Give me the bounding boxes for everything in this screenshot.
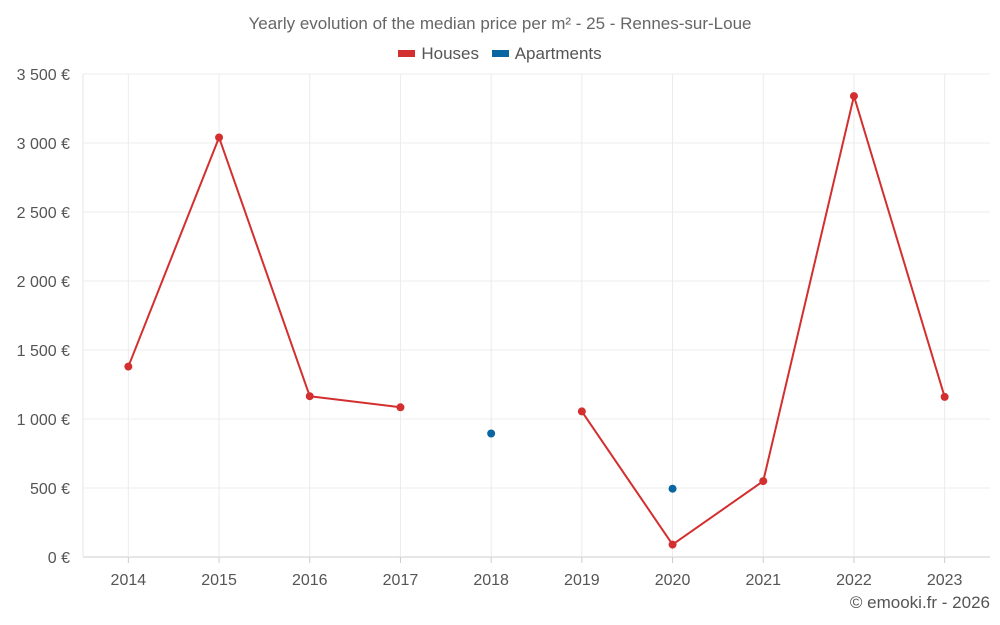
- legend-item-houses[interactable]: Houses: [398, 44, 479, 64]
- y-tick-label: 1 500 €: [17, 343, 70, 360]
- x-tick-label: 2020: [655, 572, 691, 589]
- data-point-houses: [940, 392, 949, 401]
- series-line-houses: [309, 395, 401, 409]
- data-point-houses: [215, 133, 224, 142]
- data-point-apartments: [668, 484, 677, 493]
- y-tick-label: 3 500 €: [17, 67, 70, 84]
- x-tick-label: 2022: [836, 572, 872, 589]
- x-tick-label: 2019: [564, 572, 600, 589]
- y-tick-label: 2 000 €: [17, 274, 70, 291]
- y-tick-label: 2 500 €: [17, 205, 70, 222]
- x-tick-label: 2018: [473, 572, 509, 589]
- series-line-houses: [581, 410, 674, 546]
- legend-item-apartments[interactable]: Apartments: [491, 44, 602, 64]
- legend: Houses Apartments: [0, 44, 1000, 64]
- data-point-houses: [759, 477, 768, 486]
- data-point-houses: [668, 540, 677, 549]
- x-tick-label: 2014: [111, 572, 147, 589]
- y-tick-label: 0 €: [48, 550, 70, 567]
- legend-label-apartments: Apartments: [514, 44, 602, 63]
- y-tick-label: 3 000 €: [17, 136, 70, 153]
- data-point-houses: [305, 392, 314, 401]
- legend-label-houses: Houses: [421, 44, 479, 63]
- data-point-houses: [124, 362, 133, 371]
- data-point-houses: [396, 403, 405, 412]
- x-tick-label: 2023: [927, 572, 963, 589]
- series-line-houses: [127, 137, 220, 367]
- series-line-houses: [218, 137, 311, 397]
- chart-title: Yearly evolution of the median price per…: [248, 14, 752, 33]
- series-line-houses: [671, 480, 764, 546]
- x-tick-label: 2021: [745, 572, 781, 589]
- x-tick-label: 2016: [292, 572, 328, 589]
- data-point-houses: [577, 407, 586, 416]
- x-tick-label: 2017: [383, 572, 419, 589]
- y-tick-label: 1 000 €: [17, 412, 70, 429]
- data-point-houses: [849, 92, 858, 101]
- x-tick-label: 2015: [201, 572, 237, 589]
- legend-swatch-houses: [398, 50, 416, 58]
- data-point-apartments: [487, 429, 496, 438]
- footer-credit: © emooki.fr - 2026: [849, 593, 990, 612]
- series-line-houses: [852, 95, 946, 398]
- y-tick-label: 500 €: [30, 481, 70, 498]
- series-line-houses: [762, 95, 855, 482]
- legend-swatch-apartments: [491, 50, 509, 58]
